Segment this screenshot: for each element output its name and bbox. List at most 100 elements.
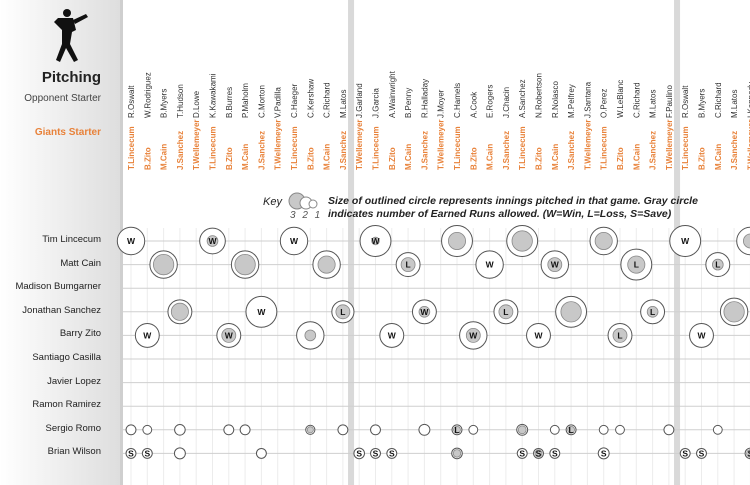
innings-circle	[337, 424, 349, 436]
appearance-mark	[125, 424, 137, 436]
giants-starter-name: M.Cain	[160, 144, 169, 170]
opponent-starter-name: T.Hudson	[176, 84, 185, 118]
appearance-mark	[736, 226, 750, 256]
opponent-starter-name: R.Halladay	[420, 79, 429, 118]
decision-label: S	[519, 448, 525, 458]
appearance-mark	[305, 424, 316, 435]
giants-starter-name: M.Cain	[714, 144, 723, 170]
player-label: Javier Lopez	[47, 375, 101, 387]
innings-circle	[712, 424, 723, 435]
opponent-starter-name: E.Rogers	[486, 85, 495, 118]
decision-label: W	[388, 330, 397, 340]
appearance-mark	[549, 424, 560, 435]
earned-runs-circle	[711, 258, 724, 271]
opponent-starter-name: M.Latos	[649, 90, 658, 118]
decision-label: S	[373, 448, 379, 458]
decision-label: S	[144, 448, 150, 458]
giants-starter-name: B.Zito	[698, 147, 707, 170]
innings-circle	[549, 447, 561, 459]
decision-label: L	[454, 425, 459, 435]
opponent-starter-name: C.Haeger	[290, 83, 299, 118]
appearance-mark	[598, 424, 609, 435]
decision-label: L	[634, 260, 639, 270]
earned-runs-circle	[304, 329, 317, 342]
innings-circle	[173, 447, 186, 460]
decision-label: S	[536, 448, 542, 458]
earned-runs-circle	[547, 257, 563, 273]
giants-starter-name: J.Sanchez	[339, 131, 348, 170]
giants-starter-name: T.Wellemeyer	[274, 119, 283, 170]
decision-label: L	[340, 307, 345, 317]
earned-runs-circle	[234, 254, 256, 276]
player-label: Barry Zito	[59, 328, 101, 340]
giants-starter-name: M.Cain	[632, 144, 641, 170]
appearance-mark	[230, 250, 260, 279]
giants-starter-name: T.Wellemeyer	[746, 119, 750, 170]
opponent-starter-name: A.Sanchez	[518, 79, 527, 118]
giants-starter-name: B.Zito	[616, 147, 625, 170]
innings-circle	[223, 424, 235, 436]
opponent-starter-name: B.Myers	[160, 89, 169, 118]
innings-circle	[379, 322, 405, 348]
appearance-mark	[441, 225, 473, 257]
giants-starter-name: J.Sanchez	[176, 131, 185, 170]
appearance-mark	[370, 424, 381, 436]
opponent-starter-name: J.Moyer	[437, 89, 446, 118]
appearance-mark: L	[705, 252, 731, 278]
decision-label: S	[748, 448, 750, 458]
innings-circle	[245, 295, 278, 328]
opponent-starter-label: Opponent Starter	[24, 93, 101, 104]
earned-runs-circle	[612, 327, 628, 343]
appearance-mark	[615, 424, 625, 435]
appearance-mark: W	[669, 225, 702, 257]
innings-circle	[526, 322, 551, 348]
appearance-mark: S	[125, 447, 137, 459]
opponent-starter-name: B.Myers	[698, 89, 707, 118]
innings-circle	[141, 447, 153, 459]
earned-runs-circle	[746, 449, 750, 458]
giants-starter-name: B.Zito	[143, 147, 152, 170]
opponent-starter-name: A.Wainwright	[388, 70, 397, 118]
innings-circle	[597, 447, 610, 460]
opponent-starter-name: J.Garland	[355, 83, 364, 118]
opponent-starter-name: I.Kennedy	[746, 82, 750, 118]
decision-label: W	[534, 330, 543, 340]
earned-runs-circle	[498, 304, 514, 320]
appearance-mark: W	[359, 225, 392, 257]
appearance-mark: S	[696, 447, 707, 459]
decision-label: W	[127, 236, 136, 246]
decision-label: W	[469, 330, 478, 340]
giants-starter-name: M.Cain	[241, 144, 250, 170]
appearance-mark: W	[199, 227, 226, 255]
appearance-mark	[712, 424, 723, 435]
innings-circle	[125, 424, 137, 436]
appearance-mark	[506, 225, 539, 257]
decision-label: S	[128, 448, 134, 458]
opponent-starter-name: C.Richard	[632, 82, 641, 118]
appearance-mark: L	[565, 424, 577, 436]
appearance-mark: W	[245, 295, 278, 328]
giants-starter-name: M.Cain	[323, 144, 332, 170]
decision-label: W	[257, 307, 266, 317]
earned-runs-circle	[646, 305, 659, 318]
opponent-starter-name: B.Burres	[225, 87, 234, 118]
giants-starter-name: J.Sanchez	[567, 131, 576, 170]
giants-starter-name: T.Lincecum	[290, 126, 299, 170]
innings-circle	[689, 322, 714, 348]
giants-starter-name: J.Sanchez	[649, 131, 658, 170]
pitcher-head	[63, 9, 71, 17]
decision-label: W	[551, 260, 560, 270]
earned-runs-circle	[452, 449, 462, 458]
innings-circle	[370, 424, 381, 436]
innings-circle	[142, 424, 153, 435]
series-separator	[348, 0, 355, 485]
giants-starter-name: T.Lincecum	[372, 126, 381, 170]
innings-circle	[116, 226, 146, 256]
giants-starter-name: J.Sanchez	[502, 131, 511, 170]
innings-circle	[475, 250, 504, 279]
player-label: Brian Wilson	[47, 446, 101, 458]
appearance-mark: W	[411, 299, 437, 325]
opponent-starter-name: R.Oswalt	[681, 85, 690, 118]
decision-label: W	[225, 330, 234, 340]
